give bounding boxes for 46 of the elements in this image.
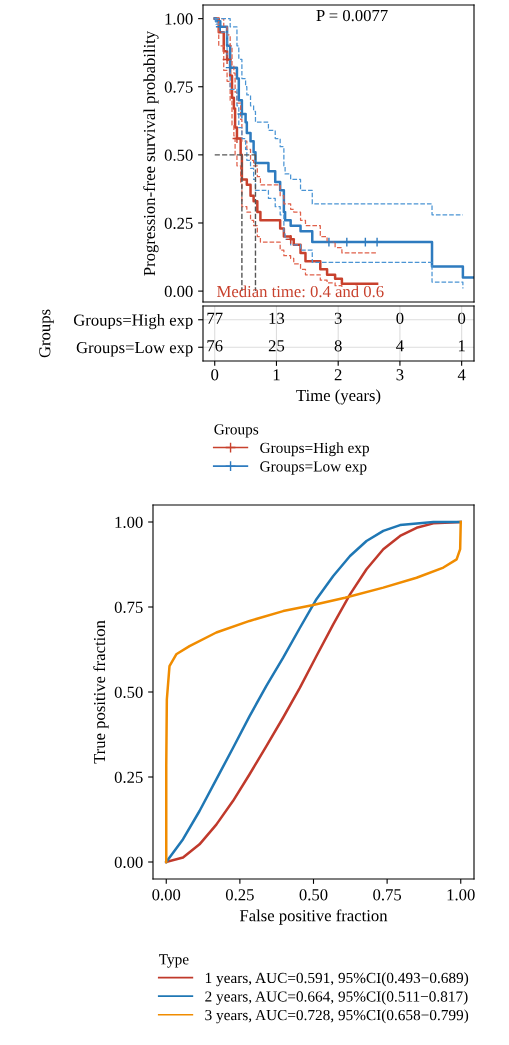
y-tick-label: 0.50 [164,149,193,161]
legend-label: 2 years, AUC=0.664, 95%CI(0.511−0.817) [205,990,468,1005]
legend-title: Type [159,954,189,968]
data-label: 25 [268,340,285,352]
y-tick-label: 0.75 [114,601,143,614]
data-label: 0 [458,312,466,324]
y-axis-title: True positive fraction [93,620,109,764]
y-tick-label: 1.00 [165,13,193,25]
data-label: 0 [396,312,404,324]
x-tick-label: 3 [396,369,404,381]
x-tick-label: 2 [334,369,342,381]
data-label: 13 [269,312,285,324]
y-tick-label: 0.25 [114,771,143,784]
x-tick-label: 0.00 [152,889,181,901]
y-axis-title: Progression-free survival probability [143,30,159,276]
legend-label: Groups=Low exp [260,461,367,475]
x-tick-label: 4 [457,369,466,381]
data-label: 76 [207,340,223,352]
x-axis-title: False positive fraction [239,909,388,925]
y-tick-label: 0.75 [164,81,193,93]
legend-label: 3 years, AUC=0.728, 95%CI(0.658−0.799) [205,1009,469,1024]
y-tick-label: Groups=Low exp [76,342,193,357]
x-tick-label: 1.00 [447,889,475,901]
y-tick-label: 1.00 [115,516,143,529]
data-label: 3 [334,312,342,324]
x-axis-title: Time (years) [296,389,381,405]
y-tick-label: 0.50 [114,686,143,699]
y-tick-label: Groups=High exp [73,313,193,330]
data-label: 4 [396,340,404,352]
y-tick-label: 0.00 [114,856,143,869]
legend-label: Groups=High exp [260,442,370,457]
legend-label: 1 years, AUC=0.591, 95%CI(0.493−0.689) [205,972,469,987]
x-tick-label: 0.75 [373,889,402,901]
data-label: 77 [207,312,223,324]
x-tick-label: 1 [273,369,280,381]
annotation: Median time: 0.4 and 0.6 [217,285,384,298]
x-tick-label: 0.50 [299,889,328,901]
x-tick-label: 0.25 [225,889,254,901]
data-label: 8 [334,340,342,352]
legend-title: Groups [214,424,259,438]
y-axis-title: Groups [39,309,54,358]
x-tick-label: 0 [211,369,219,381]
annotation: P = 0.0077 [316,9,388,22]
data-label: 1 [458,340,465,352]
y-tick-label: 0.00 [164,285,193,298]
y-tick-label: 0.25 [164,217,193,229]
